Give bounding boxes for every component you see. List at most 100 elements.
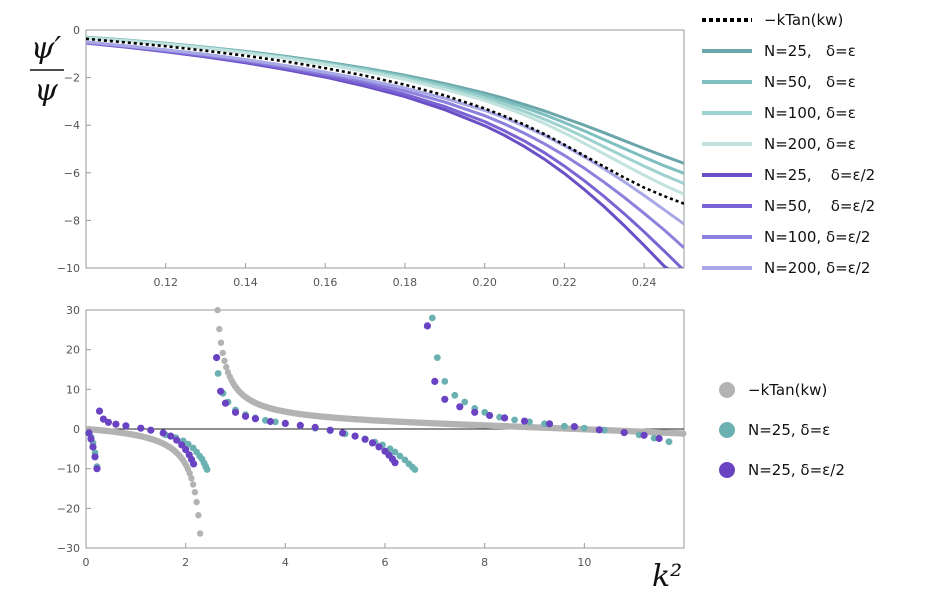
bottom-plot-panel: 0 2 4 6 8 10 30 20 10 0 −10 −20 −30 k² −kTan(kw) N=2… xyxy=(57,304,845,594)
bottom-series-2-point xyxy=(87,435,95,443)
top-legend-label-6: N=50, δ=ε/2 xyxy=(764,197,875,215)
bottom-series-2-point xyxy=(326,426,334,434)
bottom-series-2-point xyxy=(89,443,97,451)
bottom-x-tick-label: 4 xyxy=(282,556,289,569)
bottom-reference-point xyxy=(189,481,197,488)
bottom-series-1-point xyxy=(561,422,568,430)
bottom-series-2-point xyxy=(296,421,304,429)
bottom-series-2-point xyxy=(231,408,240,416)
bottom-series-2-point xyxy=(93,465,101,473)
bottom-series-1-point xyxy=(214,370,222,377)
top-plot-ylabel-denominator: ψ xyxy=(34,73,58,108)
bottom-series-2-point xyxy=(266,417,274,426)
bottom-reference-point xyxy=(193,498,200,506)
bottom-reference-point xyxy=(217,339,225,346)
top-x-tick-label: 0.14 xyxy=(233,276,258,289)
bottom-y-tick-label: 0 xyxy=(73,423,80,436)
top-series-line-6 xyxy=(86,41,684,268)
bottom-y-tick-label: −10 xyxy=(57,463,80,476)
bottom-series-2-point xyxy=(351,432,359,440)
bottom-reference-point xyxy=(196,530,204,537)
bottom-series-2-point xyxy=(182,446,190,454)
bottom-series-2-point xyxy=(368,439,377,447)
bottom-x-tick-label: 2 xyxy=(182,556,189,569)
bottom-legend-marker-0 xyxy=(719,382,735,398)
bottom-series-2-point xyxy=(471,408,479,416)
bottom-series-2-point xyxy=(159,429,167,437)
bottom-y-tick-label: −20 xyxy=(57,502,80,515)
bottom-series-1-point xyxy=(184,440,192,448)
bottom-series-2-point xyxy=(423,322,431,330)
top-y-tick-label: −2 xyxy=(64,72,80,85)
bottom-series-2-point xyxy=(391,459,399,467)
bottom-series-2-point xyxy=(167,432,175,440)
top-x-tick-label: 0.16 xyxy=(313,276,338,289)
top-legend-label-1: N=25, δ=ε xyxy=(764,42,856,60)
top-y-tick-label: −10 xyxy=(57,262,80,275)
bottom-plot-legend: −kTan(kw) N=25, δ=ε N=25, δ=ε/2 xyxy=(719,381,845,479)
bottom-reference-point xyxy=(219,349,226,357)
bottom-series-2-point xyxy=(173,436,181,444)
bottom-plot-y-ticks: 30 20 10 0 −10 −20 −30 xyxy=(57,304,91,555)
bottom-series-1-point xyxy=(580,424,588,432)
bottom-series-2-point xyxy=(640,431,648,439)
bottom-series-2-point xyxy=(655,434,663,443)
bottom-legend-label-1: N=25, δ=ε xyxy=(748,421,830,439)
bottom-series-1-point xyxy=(461,398,469,406)
bottom-y-tick-label: 10 xyxy=(66,383,80,396)
bottom-series-2-point xyxy=(190,460,198,468)
bottom-x-tick-label: 10 xyxy=(577,556,591,569)
bottom-series-2-point xyxy=(501,414,509,422)
bottom-series-2-point xyxy=(137,424,145,432)
bottom-series-2-point xyxy=(95,407,104,415)
bottom-y-tick-label: −30 xyxy=(57,542,80,555)
bottom-reference-point xyxy=(223,363,230,371)
top-plot-frame xyxy=(85,29,685,269)
bottom-series-2-point xyxy=(213,354,221,362)
top-legend-label-2: N=50, δ=ε xyxy=(764,73,856,91)
top-series-line-0 xyxy=(86,37,684,205)
bottom-series-2-point xyxy=(339,429,347,437)
top-plot-x-ticks: 0.12 0.14 0.16 0.18 0.20 0.22 0.24 xyxy=(153,263,656,289)
bottom-reference-point xyxy=(191,489,199,496)
bottom-series-1-point xyxy=(428,314,436,322)
bottom-series-2-point xyxy=(147,426,155,434)
bottom-x-tick-label: 0 xyxy=(83,556,90,569)
bottom-series-2-point xyxy=(122,422,130,430)
bottom-series-2-point xyxy=(545,420,554,428)
bottom-y-tick-label: 30 xyxy=(66,304,80,317)
bottom-series-1-point xyxy=(433,354,441,361)
bottom-series-2-point xyxy=(361,435,369,443)
bottom-series-1-point xyxy=(541,420,548,428)
bottom-series-2-point xyxy=(85,429,93,437)
bottom-reference-point xyxy=(195,512,202,519)
bottom-series-1-point xyxy=(511,416,518,424)
bottom-y-tick-label: 20 xyxy=(66,344,80,357)
top-series-line-1 xyxy=(86,35,684,165)
top-legend-label-4: N=200, δ=ε xyxy=(764,135,856,153)
top-legend-label-5: N=25, δ=ε/2 xyxy=(764,166,875,184)
bottom-series-2-point xyxy=(520,417,529,425)
top-plot-y-ticks: 0 −2 −4 −6 −8 −10 xyxy=(57,24,91,275)
bottom-series-2-point xyxy=(241,412,250,420)
bottom-series-2-point xyxy=(91,453,99,461)
bottom-series-2-point xyxy=(104,418,112,426)
bottom-series-1-point xyxy=(396,452,404,460)
bottom-plot-series xyxy=(85,306,687,537)
bottom-reference-point xyxy=(188,475,195,482)
top-x-tick-label: 0.12 xyxy=(153,276,178,289)
top-legend-label-3: N=100, δ=ε xyxy=(764,104,856,122)
bottom-plot-xlabel: k² xyxy=(652,559,682,594)
bottom-series-2-point xyxy=(217,387,225,395)
bottom-series-1-point xyxy=(411,466,419,473)
bottom-reference-point xyxy=(680,430,687,437)
bottom-series-2-point xyxy=(221,399,230,407)
bottom-reference-point xyxy=(214,306,221,314)
bottom-series-2-point xyxy=(311,423,319,431)
bottom-legend-label-2: N=25, δ=ε/2 xyxy=(748,461,845,479)
bottom-series-2-point xyxy=(441,395,449,403)
bottom-series-2-point xyxy=(251,415,259,423)
bottom-series-2-point xyxy=(112,420,120,428)
bottom-series-2-point xyxy=(178,441,186,449)
